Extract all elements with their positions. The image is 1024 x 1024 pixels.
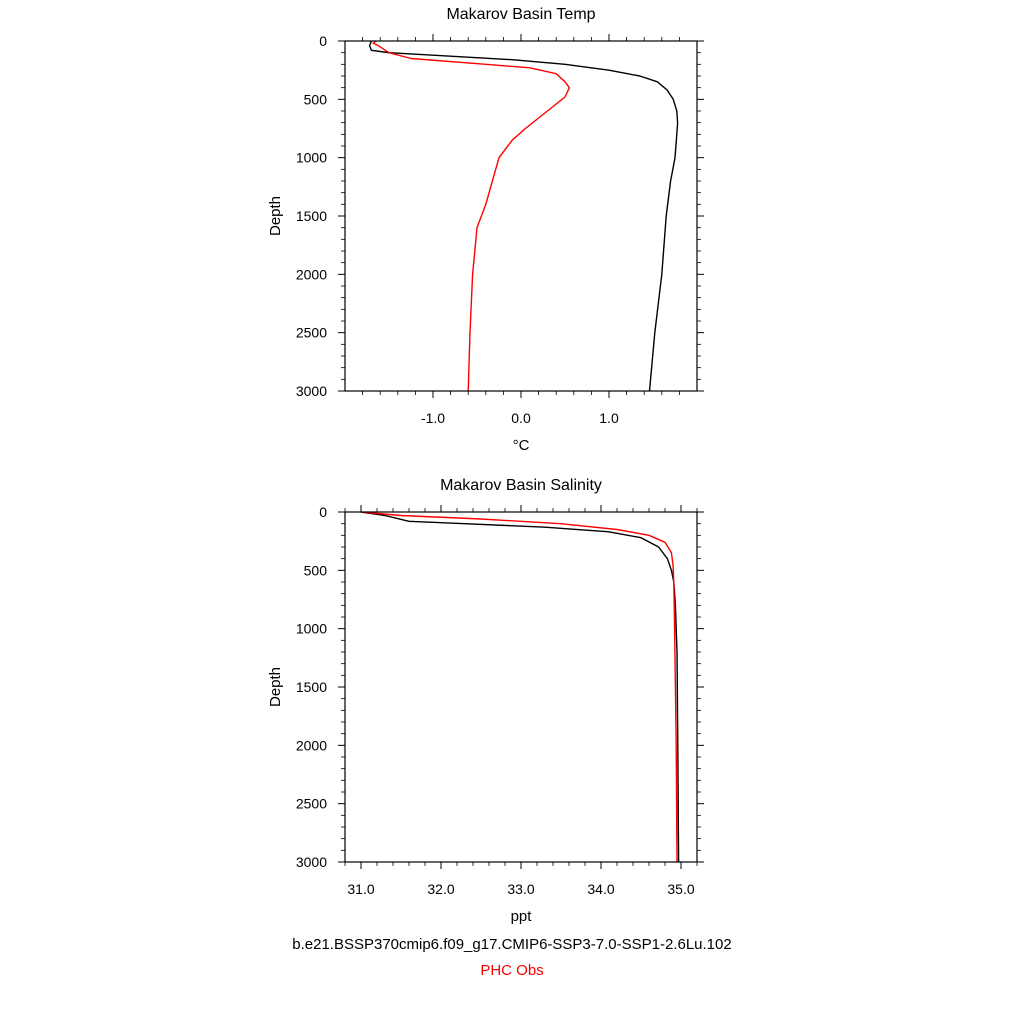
x-axis-label: ppt <box>511 908 533 925</box>
y-tick-label: 2000 <box>296 737 327 753</box>
legend-obs-label: PHC Obs <box>480 962 544 979</box>
x-tick-label: -1.0 <box>421 410 445 426</box>
plot-frame <box>344 40 698 392</box>
x-tick-label: 33.0 <box>507 881 534 897</box>
y-tick-label: 3000 <box>296 383 327 399</box>
y-tick-label: 1500 <box>296 679 327 695</box>
x-tick-label: 35.0 <box>667 881 694 897</box>
y-tick-label: 1000 <box>296 621 327 637</box>
y-axis-label: Depth <box>267 667 284 707</box>
x-tick-label: 34.0 <box>587 881 614 897</box>
x-tick-label: 0.0 <box>511 410 531 426</box>
y-axis-label: Depth <box>267 196 284 236</box>
y-tick-label: 0 <box>319 33 327 49</box>
model-series-line <box>368 40 679 392</box>
y-tick-label: 3000 <box>296 854 327 870</box>
x-tick-label: 32.0 <box>427 881 454 897</box>
y-tick-label: 0 <box>319 504 327 520</box>
y-tick-label: 500 <box>304 91 328 107</box>
plot-frame <box>344 511 698 863</box>
y-tick-label: 2500 <box>296 796 327 812</box>
y-tick-label: 1000 <box>296 150 327 166</box>
chart-panel-1: Makarov Basin Temp 0 500 1000 1500 2000 2500 30… <box>267 6 704 454</box>
obs-series-line <box>372 40 571 392</box>
chart-title: Makarov Basin Temp <box>446 6 595 23</box>
legend-model-label: b.e21.BSSP370cmip6.f09_g17.CMIP6-SSP3-7.… <box>292 936 732 953</box>
x-tick-label: 1.0 <box>599 410 619 426</box>
chart-panel-2: Makarov Basin Salinity 0 500 1000 1500 2000 25… <box>267 477 704 925</box>
x-axis-label: °C <box>513 437 530 454</box>
y-tick-label: 2000 <box>296 266 327 282</box>
y-tick-label: 2500 <box>296 325 327 341</box>
x-tick-label: 31.0 <box>347 881 374 897</box>
model-series-line <box>360 511 680 863</box>
y-tick-label: 1500 <box>296 208 327 224</box>
y-tick-label: 500 <box>304 562 328 578</box>
chart-title: Makarov Basin Salinity <box>440 477 602 494</box>
obs-series-line <box>360 511 678 863</box>
